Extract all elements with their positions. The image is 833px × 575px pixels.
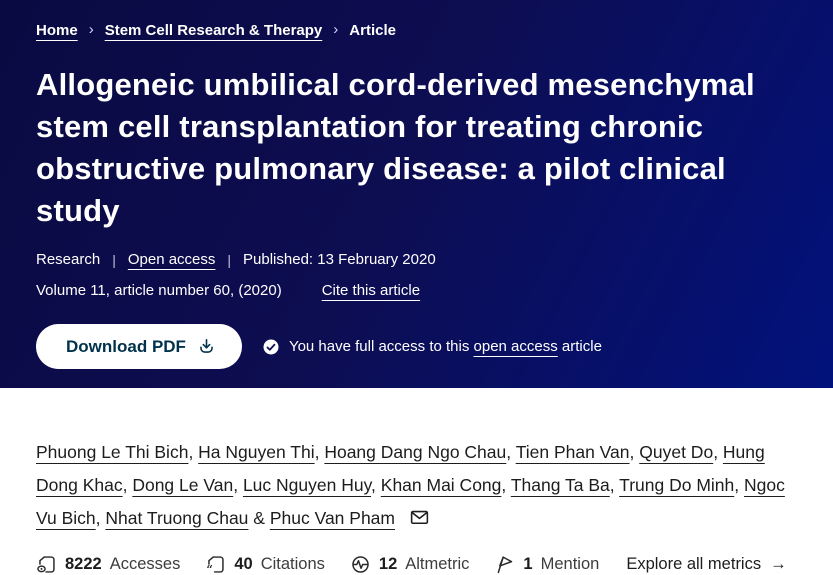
author-link[interactable]: Hung Dong Khac [36, 441, 765, 495]
altmetric-count: 12 [378, 554, 398, 573]
mentions-label: Mention [540, 554, 600, 573]
access-open-access-link[interactable]: open access [473, 338, 558, 355]
citations-count: 40 [234, 554, 253, 573]
svg-text:“: “ [207, 561, 214, 574]
metric-altmetric: 12 Altmetric [350, 554, 470, 575]
author-link[interactable]: Khan Mai Cong [380, 474, 502, 495]
citations-label: Citations [260, 554, 325, 573]
explore-all-metrics-label: Explore all metrics [626, 554, 762, 573]
download-icon [197, 337, 216, 356]
volume-info: Volume 11, article number 60, (2020) [36, 282, 282, 299]
article-title: Allogeneic umbilical cord-derived mesenc… [36, 67, 755, 228]
breadcrumb-current: Article [349, 22, 396, 39]
meta-divider: | [227, 251, 232, 268]
author-link[interactable]: Phuc Van Pham [269, 507, 395, 528]
metric-citations: “ 40 Citations [205, 554, 325, 575]
email-icon[interactable] [409, 507, 430, 528]
access-note-suffix: article [561, 338, 602, 355]
article-body-header: Phuong Le Thi Bich, Ha Nguyen Thi, Hoang… [0, 388, 833, 575]
meta-divider: | [112, 251, 116, 268]
volume-row: Volume 11, article number 60, (2020) Cit… [36, 282, 797, 299]
breadcrumb-journal-link[interactable]: Stem Cell Research & Therapy [104, 22, 323, 39]
accesses-count: 8222 [65, 554, 102, 573]
author-link[interactable]: Trung Do Minh [619, 474, 735, 495]
citations-icon: “ [205, 554, 226, 575]
author-link[interactable]: Quyet Do [639, 441, 714, 462]
open-access-link[interactable]: Open access [127, 251, 216, 268]
author-link[interactable]: Ngoc Vu Bich [36, 474, 785, 528]
metric-mentions: 1 Mention [494, 554, 599, 575]
chevron-right-icon: › [333, 21, 339, 38]
breadcrumb: Home › Stem Cell Research & Therapy › Ar… [36, 21, 797, 39]
cite-this-article-link[interactable]: Cite this article [321, 282, 421, 299]
article-type-label: Research [36, 251, 101, 268]
article-header-hero: Home › Stem Cell Research & Therapy › Ar… [0, 0, 833, 388]
published-date: Published: 13 February 2020 [243, 251, 436, 268]
altmetric-icon [350, 554, 371, 575]
check-circle-icon [262, 338, 280, 356]
author-link[interactable]: Phuong Le Thi Bich [36, 441, 189, 462]
author-link[interactable]: Thang Ta Ba [510, 474, 610, 495]
arrow-right-icon: → [770, 554, 787, 573]
download-pdf-label: Download PDF [66, 336, 186, 356]
author-link[interactable]: Luc Nguyen Huy [242, 474, 372, 495]
actions-row: Download PDF You have full access to thi… [36, 324, 797, 369]
metrics-bar: 8222 Accesses “ 40 Citations 12 [36, 554, 797, 575]
mention-icon [494, 554, 515, 575]
author-list: Phuong Le Thi Bich, Ha Nguyen Thi, Hoang… [36, 441, 785, 528]
author-link[interactable]: Ha Nguyen Thi [198, 441, 315, 462]
author-link[interactable]: Dong Le Van [132, 474, 234, 495]
accesses-label: Accesses [109, 554, 181, 573]
metric-accesses: 8222 Accesses [36, 554, 180, 575]
accesses-icon [36, 554, 57, 575]
chevron-right-icon: › [88, 21, 94, 38]
access-note-prefix: You have full access to this [288, 338, 470, 355]
explore-all-metrics-link[interactable]: Explore all metrics → [626, 555, 786, 574]
access-note-text: You have full access to this open access… [289, 338, 602, 355]
download-pdf-button[interactable]: Download PDF [36, 324, 242, 369]
breadcrumb-home-link[interactable]: Home [36, 22, 78, 39]
access-note: You have full access to this open access… [262, 338, 602, 356]
author-link[interactable]: Tien Phan Van [515, 441, 630, 462]
author-link[interactable]: Hoang Dang Ngo Chau [324, 441, 507, 462]
article-meta-row: Research | Open access | Published: 13 F… [36, 251, 797, 268]
author-link[interactable]: Nhat Truong Chau [105, 507, 249, 528]
mentions-count: 1 [523, 554, 533, 573]
altmetric-label: Altmetric [405, 554, 470, 573]
